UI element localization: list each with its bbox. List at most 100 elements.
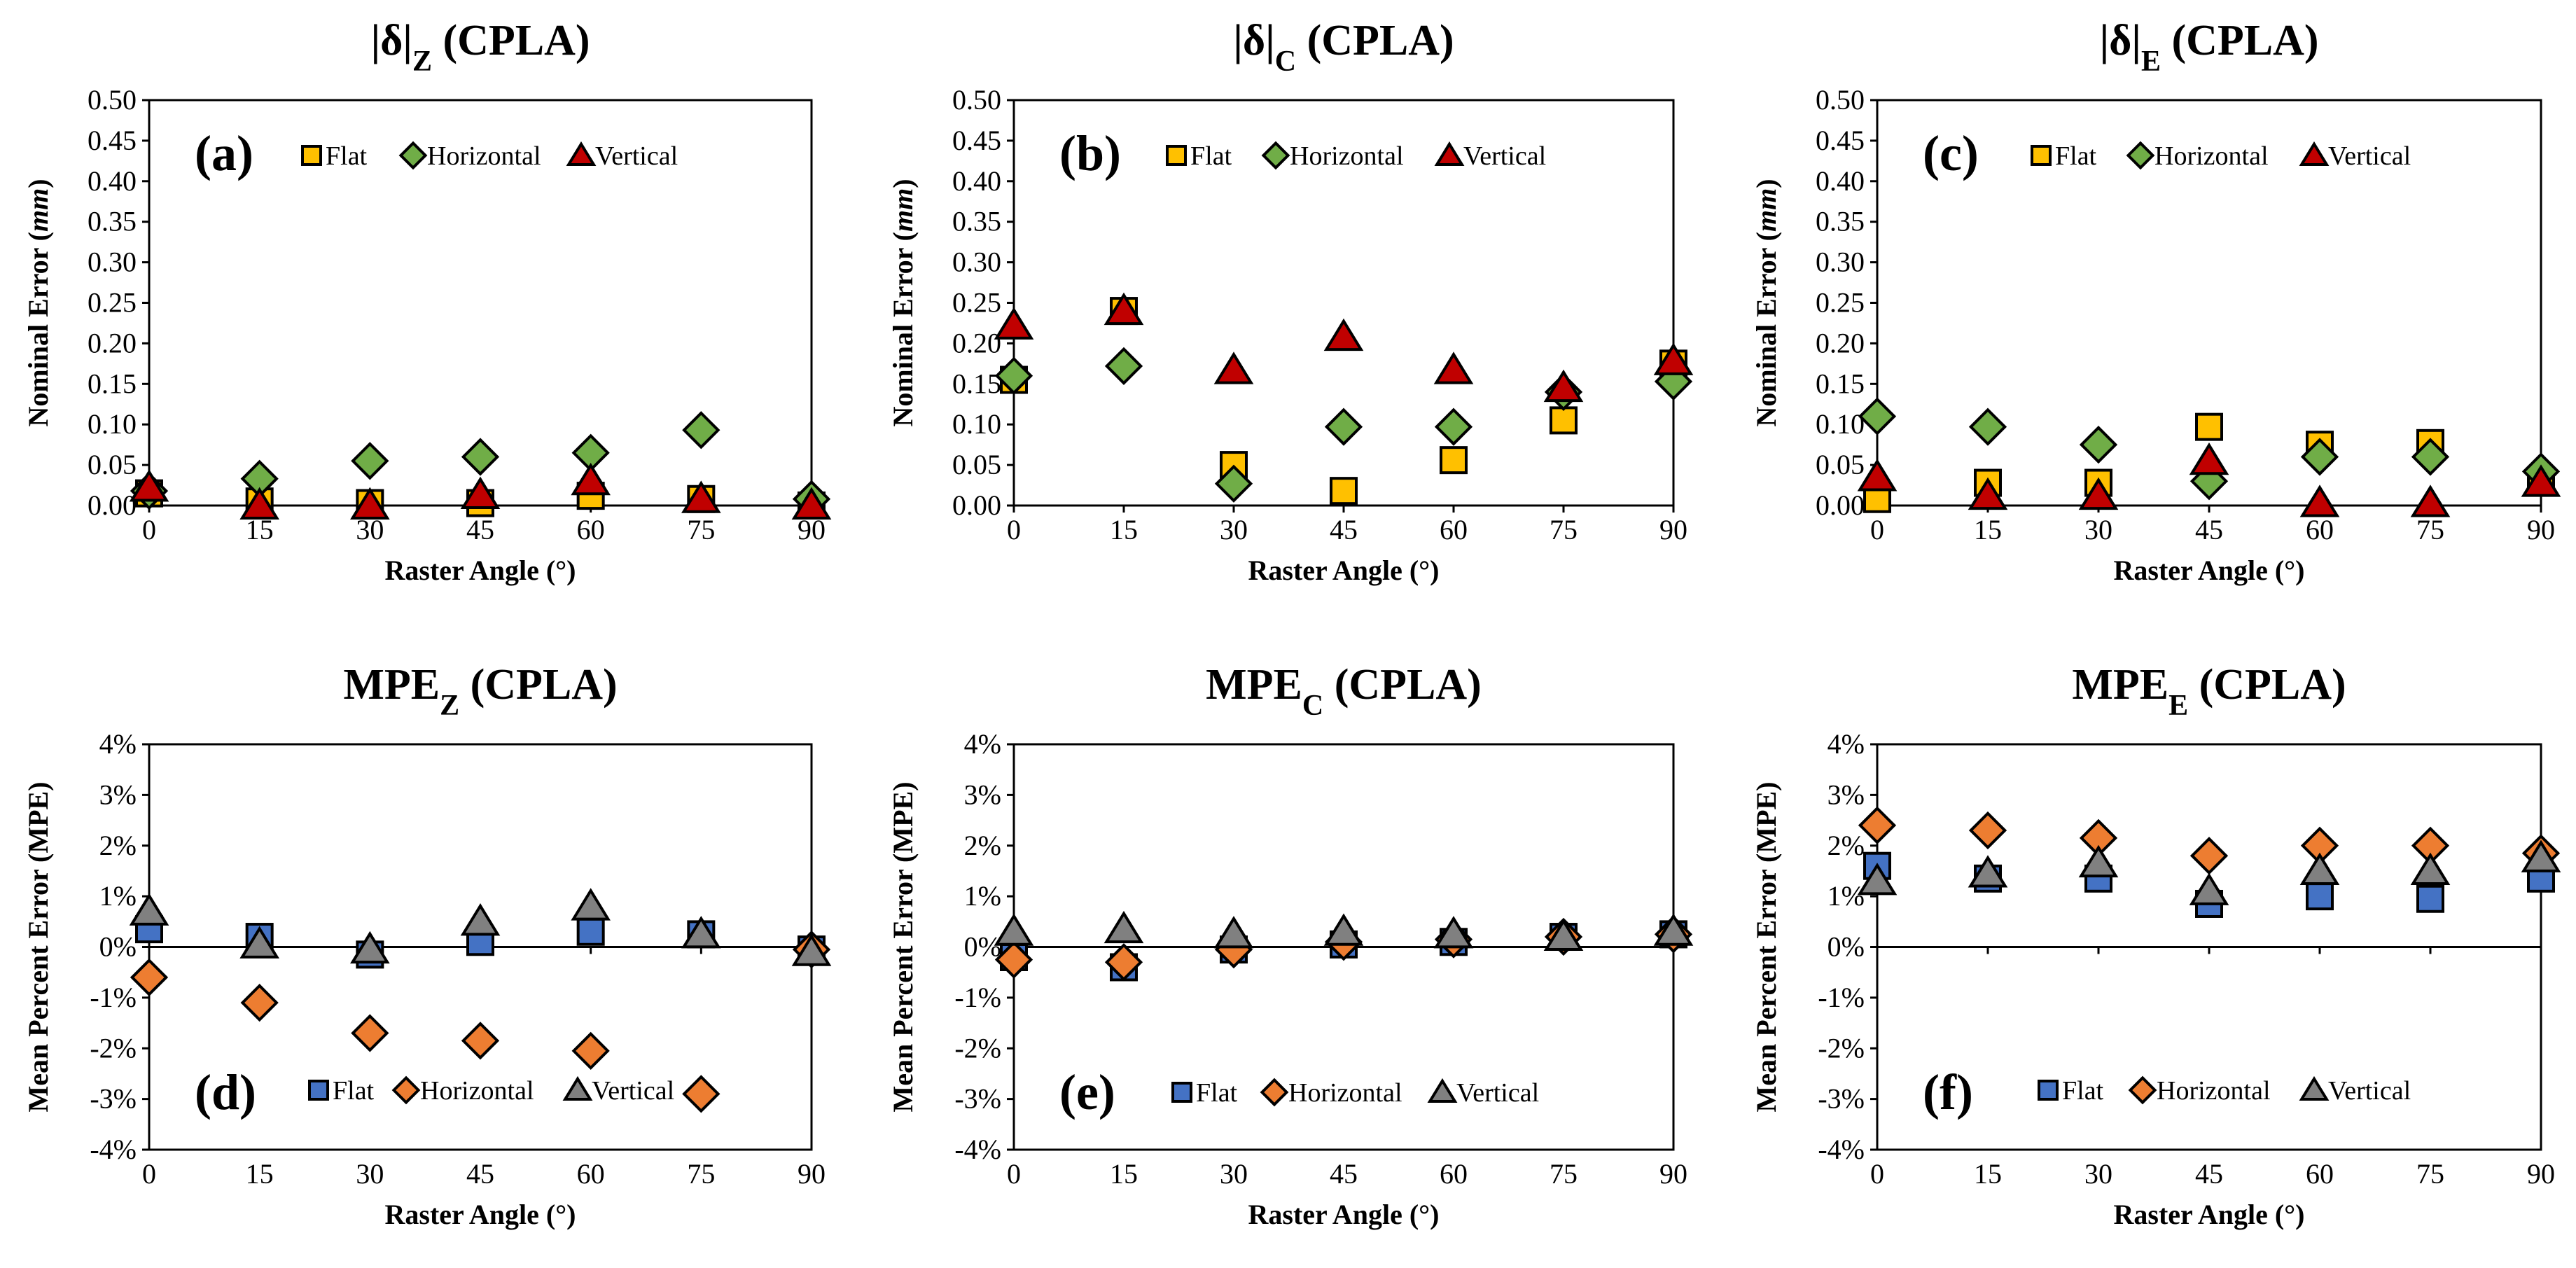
data-point-horizontal [351, 1014, 389, 1052]
x-tick-label: 45 [1330, 1158, 1358, 1190]
data-point-horizontal [1104, 943, 1143, 982]
y-tick-label: 0.50 [88, 84, 137, 116]
y-axis-label: Nominal Error (mm) [22, 179, 54, 426]
x-tick-label: 90 [2527, 514, 2555, 545]
panel-label: (a) [195, 125, 253, 181]
legend: Flat Horizontal Vertical [301, 141, 678, 171]
legend-marker-horizontal [391, 1075, 421, 1105]
data-point-vertical [129, 893, 169, 926]
y-tick-label: 0.15 [88, 368, 137, 399]
y-axis-label-unit: mm [1750, 188, 1782, 232]
data-point-horizontal [351, 442, 389, 480]
chart-panel-c: |δ|E (CPLA) 0.00 0.05 0.10 0.15 0.20 0.25 0.30 0… [1750, 17, 2561, 586]
x-tick-label: 90 [2527, 1158, 2555, 1190]
data-point-vertical [571, 462, 611, 496]
legend-label-flat: Flat [2055, 141, 2097, 171]
y-axis-label-text: Mean Percent Error (MPE) [887, 781, 919, 1112]
x-tick-label: 0 [142, 514, 156, 545]
legend-marker-horizontal [2128, 1075, 2157, 1105]
data-point-horizontal [571, 1031, 610, 1070]
panel-label: (d) [195, 1064, 256, 1120]
y-axis-label: Mean Percent Error (MPE) [887, 781, 919, 1112]
data-point-vertical [1213, 916, 1254, 949]
data-point-vertical [2521, 839, 2561, 872]
y-tick-label: 0.30 [952, 246, 1001, 278]
chart-title: |δ|C (CPLA) [1233, 17, 1454, 78]
y-tick-label: 0.20 [952, 327, 1001, 358]
x-tick-label: 75 [1550, 514, 1578, 545]
legend-label-flat: Flat [1190, 141, 1232, 171]
data-point-vertical [2521, 464, 2561, 497]
chart-title-rest: (CPLA) [2161, 17, 2319, 64]
y-tick-label: -2% [90, 1032, 137, 1064]
y-tick-label: 0.10 [1816, 408, 1865, 440]
legend-marker-flat [2038, 1080, 2059, 1101]
data-point-horizontal [994, 356, 1033, 395]
legend-marker-horizontal [1260, 1078, 1289, 1107]
chart-title-rest: (CPLA) [1296, 17, 1454, 64]
x-axis-label: Raster Angle (°) [385, 555, 576, 586]
data-point-vertical [1968, 855, 2008, 888]
data-point-vertical [2189, 442, 2229, 475]
data-point-flat [2195, 412, 2223, 441]
x-tick-label: 45 [2195, 1158, 2223, 1190]
data-point-horizontal [2411, 438, 2450, 476]
chart-title-rest: (CPLA) [432, 17, 590, 64]
chart-title-rest: (CPLA) [459, 661, 618, 709]
y-tick-label: 0.20 [88, 327, 137, 358]
x-tick-label: 30 [1220, 1158, 1248, 1190]
legend-label-flat: Flat [326, 141, 368, 171]
y-tick-label: -2% [1818, 1032, 1865, 1064]
data-point-horizontal [1968, 407, 2007, 446]
y-axis-label-unit: mm [22, 188, 54, 232]
x-tick-label: 15 [246, 1158, 274, 1190]
y-tick-label: 0.00 [88, 489, 137, 521]
legend-label-horizontal: Horizontal [2157, 1076, 2271, 1106]
y-tick-label: 4% [964, 728, 1001, 760]
y-tick-label: 4% [1827, 728, 1865, 760]
data-point-horizontal [130, 958, 169, 997]
x-tick-label: 0 [1870, 514, 1884, 545]
panel-label: (e) [1059, 1064, 1115, 1120]
y-tick-label: -1% [954, 982, 1001, 1013]
data-point-horizontal [682, 411, 720, 450]
x-tick-label: 15 [1110, 1158, 1138, 1190]
legend-label-vertical: Vertical [2328, 141, 2411, 171]
y-tick-label: 0.50 [952, 84, 1001, 116]
data-point-vertical [1103, 292, 1144, 326]
y-tick-label: -3% [1818, 1083, 1865, 1115]
data-point-horizontal [1434, 407, 1473, 446]
chart-title-subscript: C [1302, 690, 1323, 722]
data-point-flat [1550, 406, 1578, 435]
y-tick-label: 0.50 [1816, 84, 1865, 116]
y-tick-label: 0% [1827, 931, 1865, 963]
data-point-horizontal [1858, 397, 1897, 436]
legend-label-vertical: Vertical [2328, 1076, 2411, 1106]
x-tick-label: 90 [798, 1158, 826, 1190]
x-tick-label: 0 [142, 1158, 156, 1190]
chart-panel-a: |δ|Z (CPLA) 0.00 0.05 0.10 0.15 0.20 0.25 0.30 0… [22, 17, 832, 586]
y-tick-label: 0.25 [88, 287, 137, 319]
data-point-vertical [460, 903, 501, 936]
chart-title: MPEZ (CPLA) [343, 661, 617, 722]
data-point-horizontal [240, 983, 279, 1022]
x-tick-label: 60 [577, 514, 605, 545]
data-point-vertical [2410, 485, 2451, 517]
data-point-vertical [1968, 477, 2008, 510]
legend-label-horizontal: Horizontal [420, 1076, 534, 1106]
data-point-vertical [350, 931, 390, 964]
y-tick-label: -1% [1818, 982, 1865, 1013]
legend: Flat Horizontal Vertical [308, 1075, 674, 1106]
data-point-vertical [2078, 844, 2119, 878]
y-tick-label: 0.35 [952, 206, 1001, 237]
y-tick-label: 1% [1827, 880, 1865, 912]
x-tick-label: 75 [687, 514, 715, 545]
panel-label: (c) [1923, 125, 1979, 181]
x-tick-label: 30 [2084, 1158, 2112, 1190]
x-tick-label: 0 [1870, 1158, 1884, 1190]
y-tick-label: 0.45 [88, 125, 137, 156]
legend-marker-vertical [562, 1075, 593, 1101]
x-tick-label: 90 [1659, 514, 1687, 545]
y-tick-label: -4% [1818, 1134, 1865, 1165]
legend-label-horizontal: Horizontal [1288, 1078, 1402, 1108]
